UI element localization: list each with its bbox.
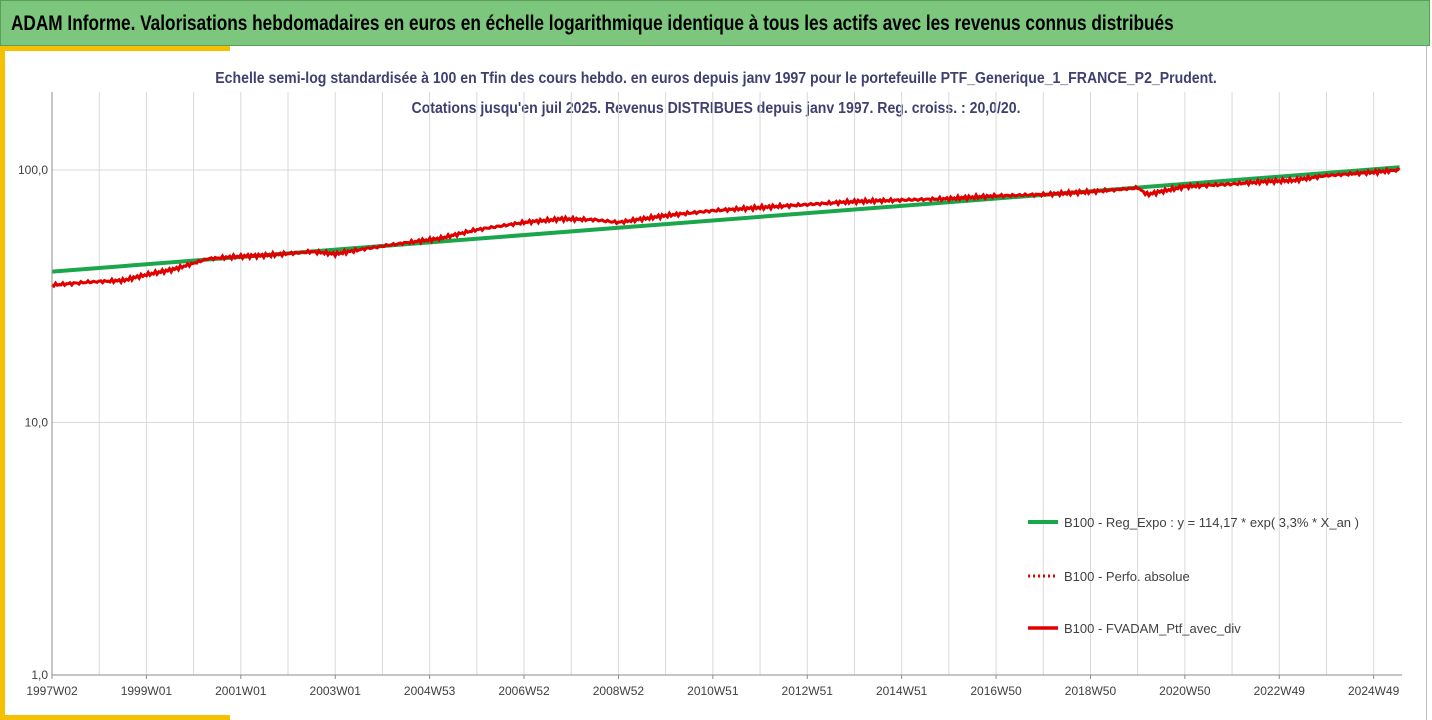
report-title: ADAM Informe. Valorisations hebdomadaire… bbox=[11, 12, 1174, 35]
x-tick-label: 2022W49 bbox=[1254, 684, 1306, 698]
chart-subtitle: Cotations jusqu'en juil 2025. Revenus DI… bbox=[411, 100, 1021, 117]
y-tick-label: 1,0 bbox=[31, 668, 48, 682]
accent-bar-bottom bbox=[0, 715, 230, 720]
x-tick-label: 2004W53 bbox=[404, 684, 456, 698]
legend-label: B100 - FVADAM_Ptf_avec_div bbox=[1064, 621, 1241, 636]
x-tick-label: 2024W49 bbox=[1348, 684, 1400, 698]
x-tick-label: 2012W51 bbox=[782, 684, 834, 698]
x-tick-label: 2008W52 bbox=[593, 684, 645, 698]
x-tick-label: 2014W51 bbox=[876, 684, 928, 698]
x-tick-label: 2016W50 bbox=[970, 684, 1022, 698]
report-header: ADAM Informe. Valorisations hebdomadaire… bbox=[0, 0, 1430, 46]
legend-item-regression: B100 - Reg_Expo : y = 114,17 * exp( 3,3%… bbox=[1028, 515, 1359, 530]
axes: 1,0 10,0 100,0 1997W02 1999W01 2001W01 2003W01… bbox=[18, 92, 1402, 698]
x-tick-label: 2006W52 bbox=[498, 684, 550, 698]
x-tick-label: 1999W01 bbox=[121, 684, 173, 698]
series-line-fvadam bbox=[51, 166, 1401, 289]
x-tick-label: 2003W01 bbox=[310, 684, 362, 698]
x-tick-label: 2020W50 bbox=[1159, 684, 1211, 698]
x-tick-label: 1997W02 bbox=[26, 684, 78, 698]
legend-item-perfo-absolue: B100 - Perfo. absolue bbox=[1028, 569, 1190, 584]
x-tick-label: 2001W01 bbox=[215, 684, 267, 698]
legend: B100 - Reg_Expo : y = 114,17 * exp( 3,3%… bbox=[1028, 515, 1359, 636]
x-tick-label: 2018W50 bbox=[1065, 684, 1117, 698]
y-tick-label: 100,0 bbox=[18, 163, 48, 177]
legend-label: B100 - Reg_Expo : y = 114,17 * exp( 3,3%… bbox=[1064, 515, 1359, 530]
x-tick-label: 2010W51 bbox=[687, 684, 739, 698]
legend-item-fvadam: B100 - FVADAM_Ptf_avec_div bbox=[1028, 621, 1241, 636]
series-lines bbox=[51, 165, 1401, 289]
legend-label: B100 - Perfo. absolue bbox=[1064, 569, 1190, 584]
grid-lines bbox=[51, 92, 1402, 676]
accent-bar-top bbox=[0, 46, 230, 51]
chart-title: Echelle semi-log standardisée à 100 en T… bbox=[215, 70, 1217, 87]
frame-right-border bbox=[1426, 46, 1427, 720]
accent-bar-left bbox=[0, 46, 5, 720]
y-tick-label: 10,0 bbox=[25, 416, 49, 430]
